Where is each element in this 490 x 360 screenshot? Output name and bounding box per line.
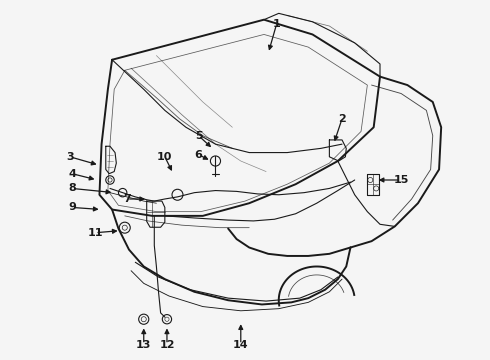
Text: 3: 3 bbox=[66, 152, 74, 162]
Text: 9: 9 bbox=[68, 202, 76, 212]
Text: 15: 15 bbox=[393, 175, 409, 185]
Text: 7: 7 bbox=[123, 194, 131, 204]
Text: 5: 5 bbox=[195, 131, 202, 141]
Text: 6: 6 bbox=[195, 150, 202, 160]
Text: 2: 2 bbox=[338, 114, 346, 124]
Text: 14: 14 bbox=[233, 339, 248, 350]
Text: 13: 13 bbox=[136, 339, 151, 350]
Text: 10: 10 bbox=[157, 152, 172, 162]
Text: 8: 8 bbox=[68, 184, 76, 193]
Text: 12: 12 bbox=[159, 339, 175, 350]
Text: 4: 4 bbox=[68, 169, 76, 179]
Text: 11: 11 bbox=[88, 228, 103, 238]
Text: 1: 1 bbox=[273, 19, 280, 29]
